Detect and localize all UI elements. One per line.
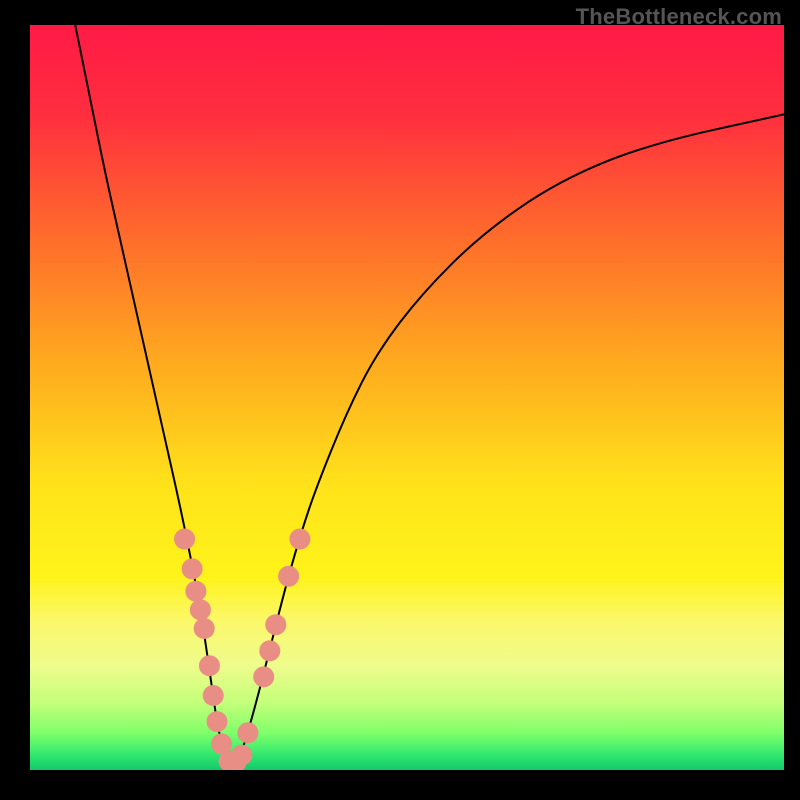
plot-area — [30, 25, 784, 770]
data-marker — [186, 581, 206, 601]
data-marker — [190, 600, 210, 620]
data-marker — [175, 529, 195, 549]
data-marker — [194, 618, 214, 638]
data-marker — [266, 615, 286, 635]
data-marker — [238, 723, 258, 743]
data-marker — [199, 656, 219, 676]
data-marker — [203, 686, 223, 706]
bottleneck-curve — [75, 25, 784, 763]
marker-group — [175, 529, 310, 770]
data-marker — [254, 667, 274, 687]
data-marker — [290, 529, 310, 549]
data-marker — [260, 641, 280, 661]
watermark-text: TheBottleneck.com — [576, 4, 782, 30]
data-marker — [207, 712, 227, 732]
curve-layer — [30, 25, 784, 770]
data-marker — [232, 745, 252, 765]
data-marker — [182, 559, 202, 579]
data-marker — [279, 566, 299, 586]
